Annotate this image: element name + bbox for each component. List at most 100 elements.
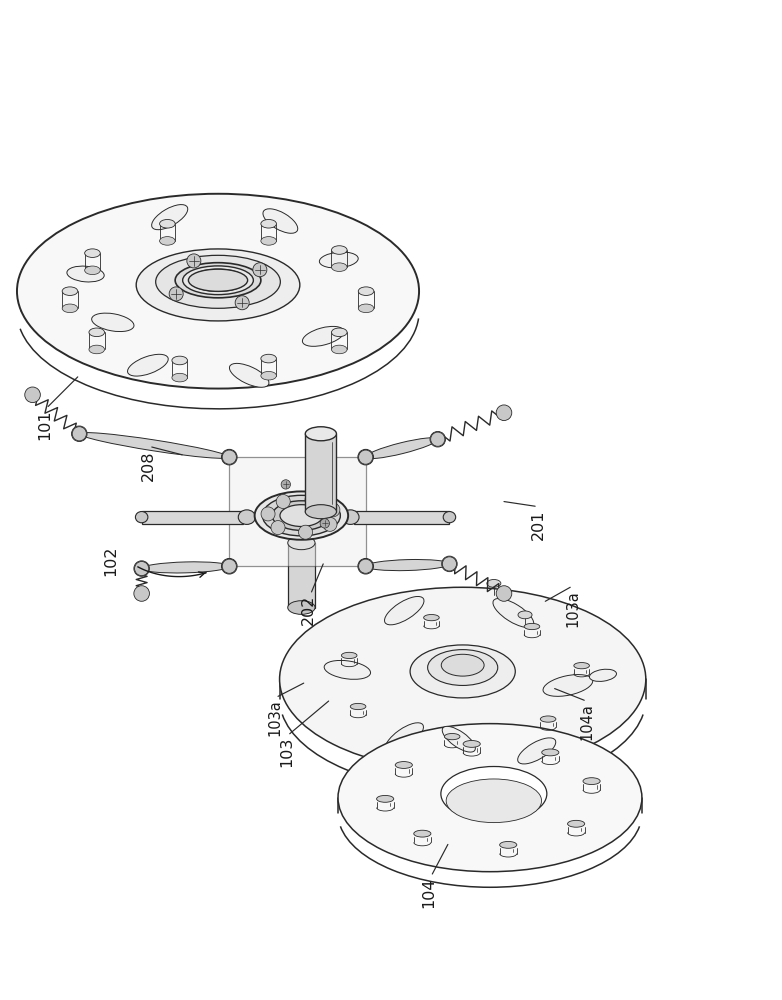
Circle shape: [276, 494, 290, 509]
Text: 103a: 103a: [566, 590, 581, 627]
Ellipse shape: [447, 779, 542, 823]
Ellipse shape: [414, 830, 431, 837]
Circle shape: [253, 263, 267, 277]
Circle shape: [323, 517, 337, 531]
Text: 103: 103: [279, 737, 294, 767]
Circle shape: [442, 556, 457, 572]
Ellipse shape: [91, 313, 134, 332]
Ellipse shape: [463, 740, 480, 747]
Ellipse shape: [377, 795, 394, 802]
Ellipse shape: [325, 660, 371, 679]
Ellipse shape: [17, 194, 419, 389]
Ellipse shape: [261, 354, 277, 363]
Ellipse shape: [319, 252, 358, 268]
Ellipse shape: [486, 729, 529, 754]
Ellipse shape: [568, 820, 585, 827]
Ellipse shape: [590, 669, 616, 681]
Ellipse shape: [84, 266, 100, 275]
Ellipse shape: [524, 623, 540, 630]
Ellipse shape: [395, 762, 412, 768]
Ellipse shape: [410, 645, 515, 698]
Circle shape: [305, 493, 319, 507]
Ellipse shape: [89, 345, 105, 354]
Ellipse shape: [62, 304, 77, 313]
Circle shape: [299, 525, 313, 539]
Ellipse shape: [487, 579, 500, 587]
Ellipse shape: [543, 675, 593, 696]
Circle shape: [497, 405, 511, 421]
Ellipse shape: [451, 738, 482, 753]
Ellipse shape: [342, 510, 359, 524]
Ellipse shape: [152, 205, 188, 230]
Circle shape: [134, 561, 149, 576]
Ellipse shape: [305, 505, 336, 519]
Ellipse shape: [188, 269, 248, 291]
Ellipse shape: [172, 373, 188, 382]
Ellipse shape: [583, 778, 600, 785]
Circle shape: [187, 254, 201, 268]
Ellipse shape: [385, 596, 424, 625]
Ellipse shape: [288, 536, 315, 550]
Ellipse shape: [574, 663, 590, 669]
Ellipse shape: [183, 266, 253, 295]
Text: 208: 208: [142, 450, 156, 481]
Circle shape: [320, 519, 329, 528]
Ellipse shape: [79, 433, 229, 458]
Ellipse shape: [261, 371, 277, 380]
Circle shape: [271, 521, 285, 535]
Circle shape: [497, 586, 511, 601]
Ellipse shape: [332, 246, 347, 254]
Ellipse shape: [263, 209, 298, 233]
Ellipse shape: [305, 427, 336, 441]
Circle shape: [326, 503, 340, 517]
Ellipse shape: [358, 287, 374, 295]
Ellipse shape: [172, 356, 188, 365]
Circle shape: [222, 450, 236, 464]
Text: 103a: 103a: [267, 699, 282, 736]
Text: 104a: 104a: [580, 703, 595, 740]
Ellipse shape: [442, 726, 475, 752]
Circle shape: [359, 450, 373, 464]
Circle shape: [261, 507, 275, 521]
Ellipse shape: [443, 512, 456, 523]
Circle shape: [221, 558, 237, 574]
Ellipse shape: [288, 601, 315, 614]
Ellipse shape: [84, 249, 100, 257]
Polygon shape: [229, 457, 366, 566]
Circle shape: [431, 432, 445, 446]
Ellipse shape: [428, 650, 498, 685]
Text: 104: 104: [421, 877, 436, 908]
Circle shape: [235, 296, 249, 310]
Ellipse shape: [493, 598, 534, 628]
Ellipse shape: [441, 766, 547, 821]
Ellipse shape: [142, 562, 229, 573]
Circle shape: [169, 287, 183, 301]
Ellipse shape: [342, 652, 357, 659]
Ellipse shape: [239, 510, 256, 524]
Circle shape: [282, 480, 290, 489]
Text: 202: 202: [301, 595, 316, 625]
Circle shape: [71, 426, 87, 442]
Ellipse shape: [358, 304, 374, 313]
Circle shape: [222, 559, 236, 573]
Ellipse shape: [261, 237, 277, 245]
Ellipse shape: [444, 733, 460, 740]
Polygon shape: [288, 543, 315, 608]
Ellipse shape: [229, 363, 269, 387]
Ellipse shape: [280, 587, 646, 771]
Ellipse shape: [89, 328, 105, 337]
Ellipse shape: [385, 723, 424, 753]
Ellipse shape: [441, 654, 484, 676]
Ellipse shape: [542, 749, 559, 756]
Ellipse shape: [280, 505, 323, 526]
Ellipse shape: [500, 841, 517, 848]
Ellipse shape: [62, 287, 77, 295]
Text: 201: 201: [531, 509, 546, 540]
Circle shape: [134, 586, 149, 601]
Circle shape: [443, 557, 457, 571]
Ellipse shape: [135, 512, 148, 523]
Text: 102: 102: [103, 546, 118, 576]
Ellipse shape: [272, 501, 331, 530]
Circle shape: [358, 558, 374, 574]
Ellipse shape: [160, 219, 175, 228]
